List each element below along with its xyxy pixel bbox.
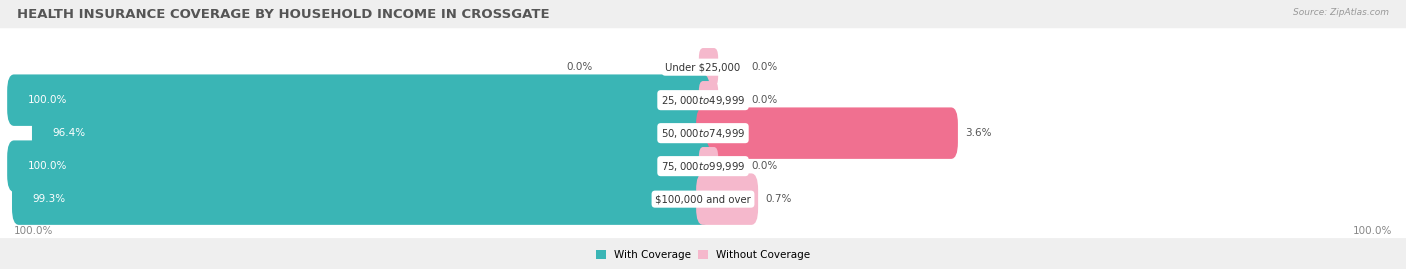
- Text: 96.4%: 96.4%: [52, 128, 86, 138]
- Text: 0.0%: 0.0%: [751, 95, 778, 105]
- Text: Under $25,000: Under $25,000: [665, 62, 741, 72]
- FancyBboxPatch shape: [7, 75, 710, 126]
- Text: HEALTH INSURANCE COVERAGE BY HOUSEHOLD INCOME IN CROSSGATE: HEALTH INSURANCE COVERAGE BY HOUSEHOLD I…: [17, 8, 550, 21]
- FancyBboxPatch shape: [0, 160, 1406, 238]
- Text: $100,000 and over: $100,000 and over: [655, 194, 751, 204]
- Text: 100.0%: 100.0%: [28, 161, 67, 171]
- FancyBboxPatch shape: [699, 147, 718, 185]
- Text: 99.3%: 99.3%: [32, 194, 66, 204]
- FancyBboxPatch shape: [696, 107, 957, 159]
- FancyBboxPatch shape: [0, 127, 1406, 205]
- Text: 0.0%: 0.0%: [751, 62, 778, 72]
- FancyBboxPatch shape: [7, 140, 710, 192]
- Text: Source: ZipAtlas.com: Source: ZipAtlas.com: [1294, 8, 1389, 17]
- FancyBboxPatch shape: [0, 28, 1406, 106]
- Text: $25,000 to $49,999: $25,000 to $49,999: [661, 94, 745, 107]
- Text: 0.0%: 0.0%: [567, 62, 593, 72]
- FancyBboxPatch shape: [0, 94, 1406, 172]
- FancyBboxPatch shape: [13, 174, 710, 225]
- Text: 100.0%: 100.0%: [14, 225, 53, 236]
- Text: 100.0%: 100.0%: [1353, 225, 1392, 236]
- Text: $50,000 to $74,999: $50,000 to $74,999: [661, 127, 745, 140]
- Text: 3.6%: 3.6%: [965, 128, 991, 138]
- Text: 100.0%: 100.0%: [28, 95, 67, 105]
- FancyBboxPatch shape: [32, 107, 710, 159]
- Text: 0.0%: 0.0%: [751, 161, 778, 171]
- FancyBboxPatch shape: [696, 174, 758, 225]
- FancyBboxPatch shape: [699, 48, 718, 86]
- Legend: With Coverage, Without Coverage: With Coverage, Without Coverage: [592, 246, 814, 264]
- Text: $75,000 to $99,999: $75,000 to $99,999: [661, 160, 745, 173]
- FancyBboxPatch shape: [699, 81, 718, 119]
- FancyBboxPatch shape: [0, 61, 1406, 139]
- Text: 0.7%: 0.7%: [765, 194, 792, 204]
